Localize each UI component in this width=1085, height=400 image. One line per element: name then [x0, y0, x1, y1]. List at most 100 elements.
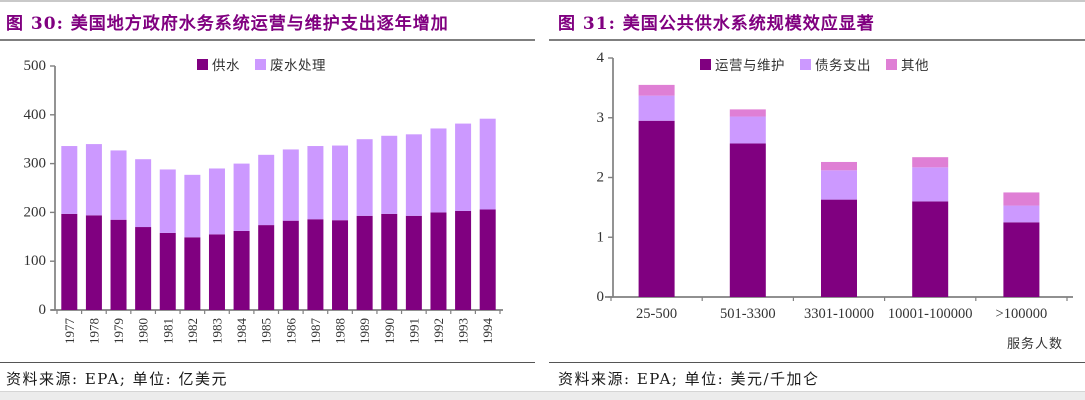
bar-segment-10001-100000 — [912, 201, 949, 297]
legend-swatch-icon — [197, 58, 208, 70]
bar-segment-1978 — [85, 215, 102, 310]
figure-31-footer-divider — [549, 362, 1085, 363]
y-axis-tick-label: 3 — [597, 110, 605, 126]
bar-segment-501-3300 — [729, 116, 766, 144]
x-axis-tick-label: 1982 — [185, 318, 200, 344]
bar-segment-1983 — [208, 168, 225, 235]
figure-30-chart: 0 100 200 300 400 500 1977 1978 1979 1980 1981 1982… — [0, 41, 535, 362]
bar-segment->100000 — [1003, 222, 1040, 297]
bar-segment-1992 — [430, 212, 447, 310]
bar-segment-3301-10000 — [821, 170, 857, 200]
y-axis-tick-label: 200 — [24, 204, 47, 220]
x-axis-tick-label: 1986 — [283, 318, 298, 345]
y-axis-tick-label: 300 — [24, 156, 47, 172]
bar-segment-1989 — [356, 139, 373, 216]
bar-segment->100000 — [1003, 205, 1040, 223]
bar-segment-1988 — [332, 145, 349, 221]
bar-segment-1992 — [430, 128, 447, 213]
page-bottom-strip — [0, 391, 1085, 400]
y-axis-tick-label: 400 — [24, 107, 47, 123]
bar-segment-501-3300 — [729, 109, 766, 117]
bar-segment-1984 — [233, 163, 250, 231]
bar-segment-1988 — [332, 220, 349, 310]
legend-label: 债务支出 — [815, 58, 871, 74]
x-axis-tick-label: 1994 — [480, 318, 495, 345]
x-axis-tick-label: >100000 — [996, 306, 1048, 322]
y-axis-tick-label: 100 — [24, 253, 47, 269]
figure-31-chart: 0 1 2 3 4 25-500 501-3300 3301-10000 10001-10000… — [549, 41, 1085, 362]
figure-30-legend: 供水 废水处理 — [197, 54, 326, 74]
figure-30-footer-divider — [0, 362, 535, 363]
bar-segment-3301-10000 — [821, 161, 857, 171]
x-axis-tick-label: 1983 — [209, 318, 224, 344]
bar-segment-10001-100000 — [912, 157, 949, 168]
figure-30-title: 图 30: 美国地方政府水务系统运营与维护支出逐年增加 — [6, 14, 449, 34]
bar-segment-1991 — [405, 215, 422, 310]
figure-31-title-divider — [549, 39, 1085, 41]
bar-segment-1990 — [381, 135, 398, 214]
figure-30-panel: 图 30: 美国地方政府水务系统运营与维护支出逐年增加 0 100 200 300 40… — [0, 2, 535, 389]
figure-30-plot: 0 100 200 300 400 500 1977 1978 1979 1980 1981 1982… — [24, 58, 503, 345]
bar-segment-1993 — [455, 123, 472, 211]
legend-swatch-icon — [255, 58, 266, 70]
legend-label: 其他 — [901, 58, 929, 74]
y-axis-tick-label: 2 — [597, 170, 605, 186]
bar-segment-1977 — [61, 213, 78, 310]
bar-segment-1980 — [135, 227, 152, 310]
x-axis-tick-label: 1977 — [62, 318, 77, 345]
legend-item: 废水处理 — [255, 54, 326, 74]
bar-segment-1989 — [356, 215, 373, 310]
x-axis-title: 服务人数 — [1007, 336, 1063, 352]
bar-segment-1981 — [159, 232, 176, 310]
bar-segment-10001-100000 — [912, 167, 949, 202]
legend-item: 其他 — [886, 54, 929, 74]
x-axis-tick-label: 1991 — [406, 318, 421, 344]
legend-label: 运营与维护 — [715, 58, 785, 74]
x-axis-tick-label: 1988 — [333, 318, 348, 344]
bar-segment-1987 — [307, 146, 324, 220]
bar-segment-25-500 — [638, 84, 675, 96]
figure-31-legend: 运营与维护 债务支出 其他 — [700, 54, 929, 74]
bar-segment-1978 — [85, 144, 102, 216]
y-axis-tick-label: 500 — [24, 58, 47, 74]
bar-segment-1980 — [135, 159, 152, 228]
x-axis-tick-label: 501-3300 — [720, 306, 776, 322]
legend-item: 供水 — [197, 54, 240, 74]
x-axis-tick-label: 1980 — [136, 318, 151, 344]
bar-segment-1985 — [258, 154, 275, 226]
bar-segment-25-500 — [638, 120, 675, 297]
bar-segment-1981 — [159, 169, 176, 233]
bar-segment-1991 — [405, 134, 422, 216]
bar-segment-1985 — [258, 225, 275, 310]
x-axis-tick-label: 25-500 — [636, 306, 677, 322]
bar-segment-1982 — [184, 237, 201, 310]
figure-31-title: 图 31: 美国公共供水系统规模效应显著 — [558, 14, 875, 34]
bar-segment-25-500 — [638, 95, 675, 121]
bar-segment-1994 — [479, 118, 496, 210]
x-axis-tick-label: 1978 — [86, 318, 101, 344]
figure-31-source: 资料来源: EPA; 单位: 美元/千加仑 — [558, 370, 820, 388]
legend-label: 供水 — [212, 58, 240, 74]
bar-segment-1982 — [184, 174, 201, 238]
bar-segment-1990 — [381, 213, 398, 310]
bar-segment-1977 — [61, 146, 78, 214]
legend-item: 债务支出 — [800, 54, 871, 74]
y-axis-tick-label: 0 — [597, 289, 605, 305]
legend-label: 废水处理 — [270, 58, 326, 74]
x-axis-tick-label: 3301-10000 — [804, 306, 874, 322]
figure-30-title-divider — [0, 39, 535, 41]
bar-segment-1987 — [307, 219, 324, 310]
x-axis-tick-label: 1985 — [259, 318, 274, 344]
bar-segment-1993 — [455, 210, 472, 310]
figure-31-panel: 图 31: 美国公共供水系统规模效应显著 0 1 2 3 4 25-500 501-3300… — [549, 2, 1085, 389]
bar-segment-1994 — [479, 209, 496, 310]
figure-30-source: 资料来源: EPA; 单位: 亿美元 — [6, 370, 228, 388]
bar-segment-501-3300 — [729, 143, 766, 297]
bar-segment-3301-10000 — [821, 199, 857, 297]
page-top-divider — [0, 0, 1085, 2]
x-axis-tick-label: 1987 — [308, 318, 323, 345]
y-axis-tick-label: 0 — [39, 302, 47, 318]
bar-segment-1986 — [282, 220, 299, 310]
x-axis-tick-label: 1989 — [357, 318, 372, 344]
